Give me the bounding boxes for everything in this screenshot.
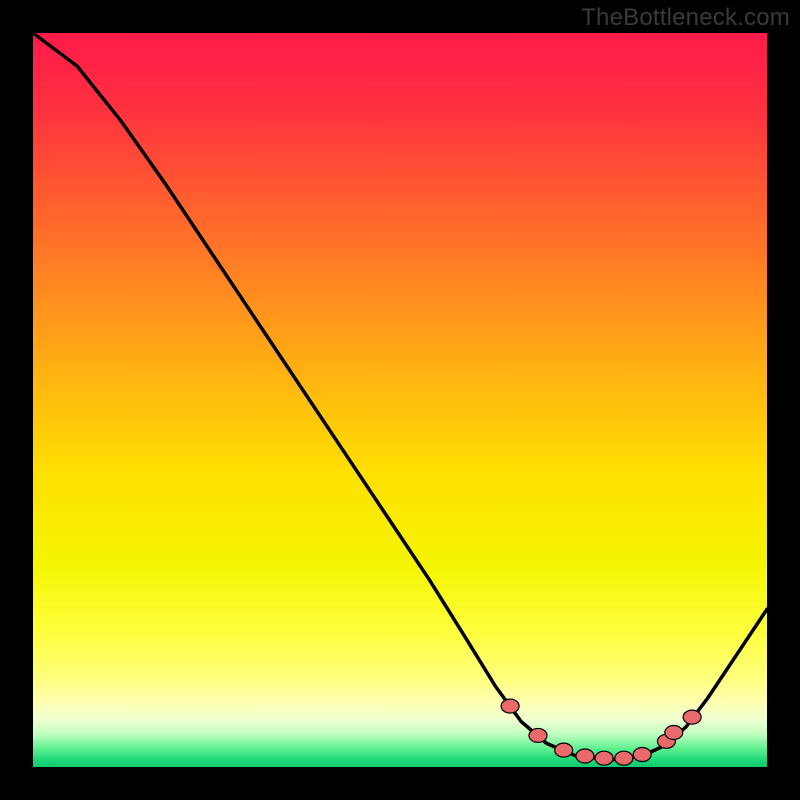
data-marker	[576, 749, 594, 763]
data-marker	[529, 728, 547, 742]
gradient-background	[33, 33, 767, 767]
data-marker	[615, 751, 633, 765]
data-marker	[633, 748, 651, 762]
chart-container: TheBottleneck.com	[0, 0, 800, 800]
data-marker	[595, 751, 613, 765]
data-marker	[501, 699, 519, 713]
watermark-text: TheBottleneck.com	[581, 4, 790, 32]
data-marker	[665, 726, 683, 740]
data-marker	[683, 710, 701, 724]
chart-svg	[0, 0, 800, 800]
data-marker	[555, 743, 573, 757]
